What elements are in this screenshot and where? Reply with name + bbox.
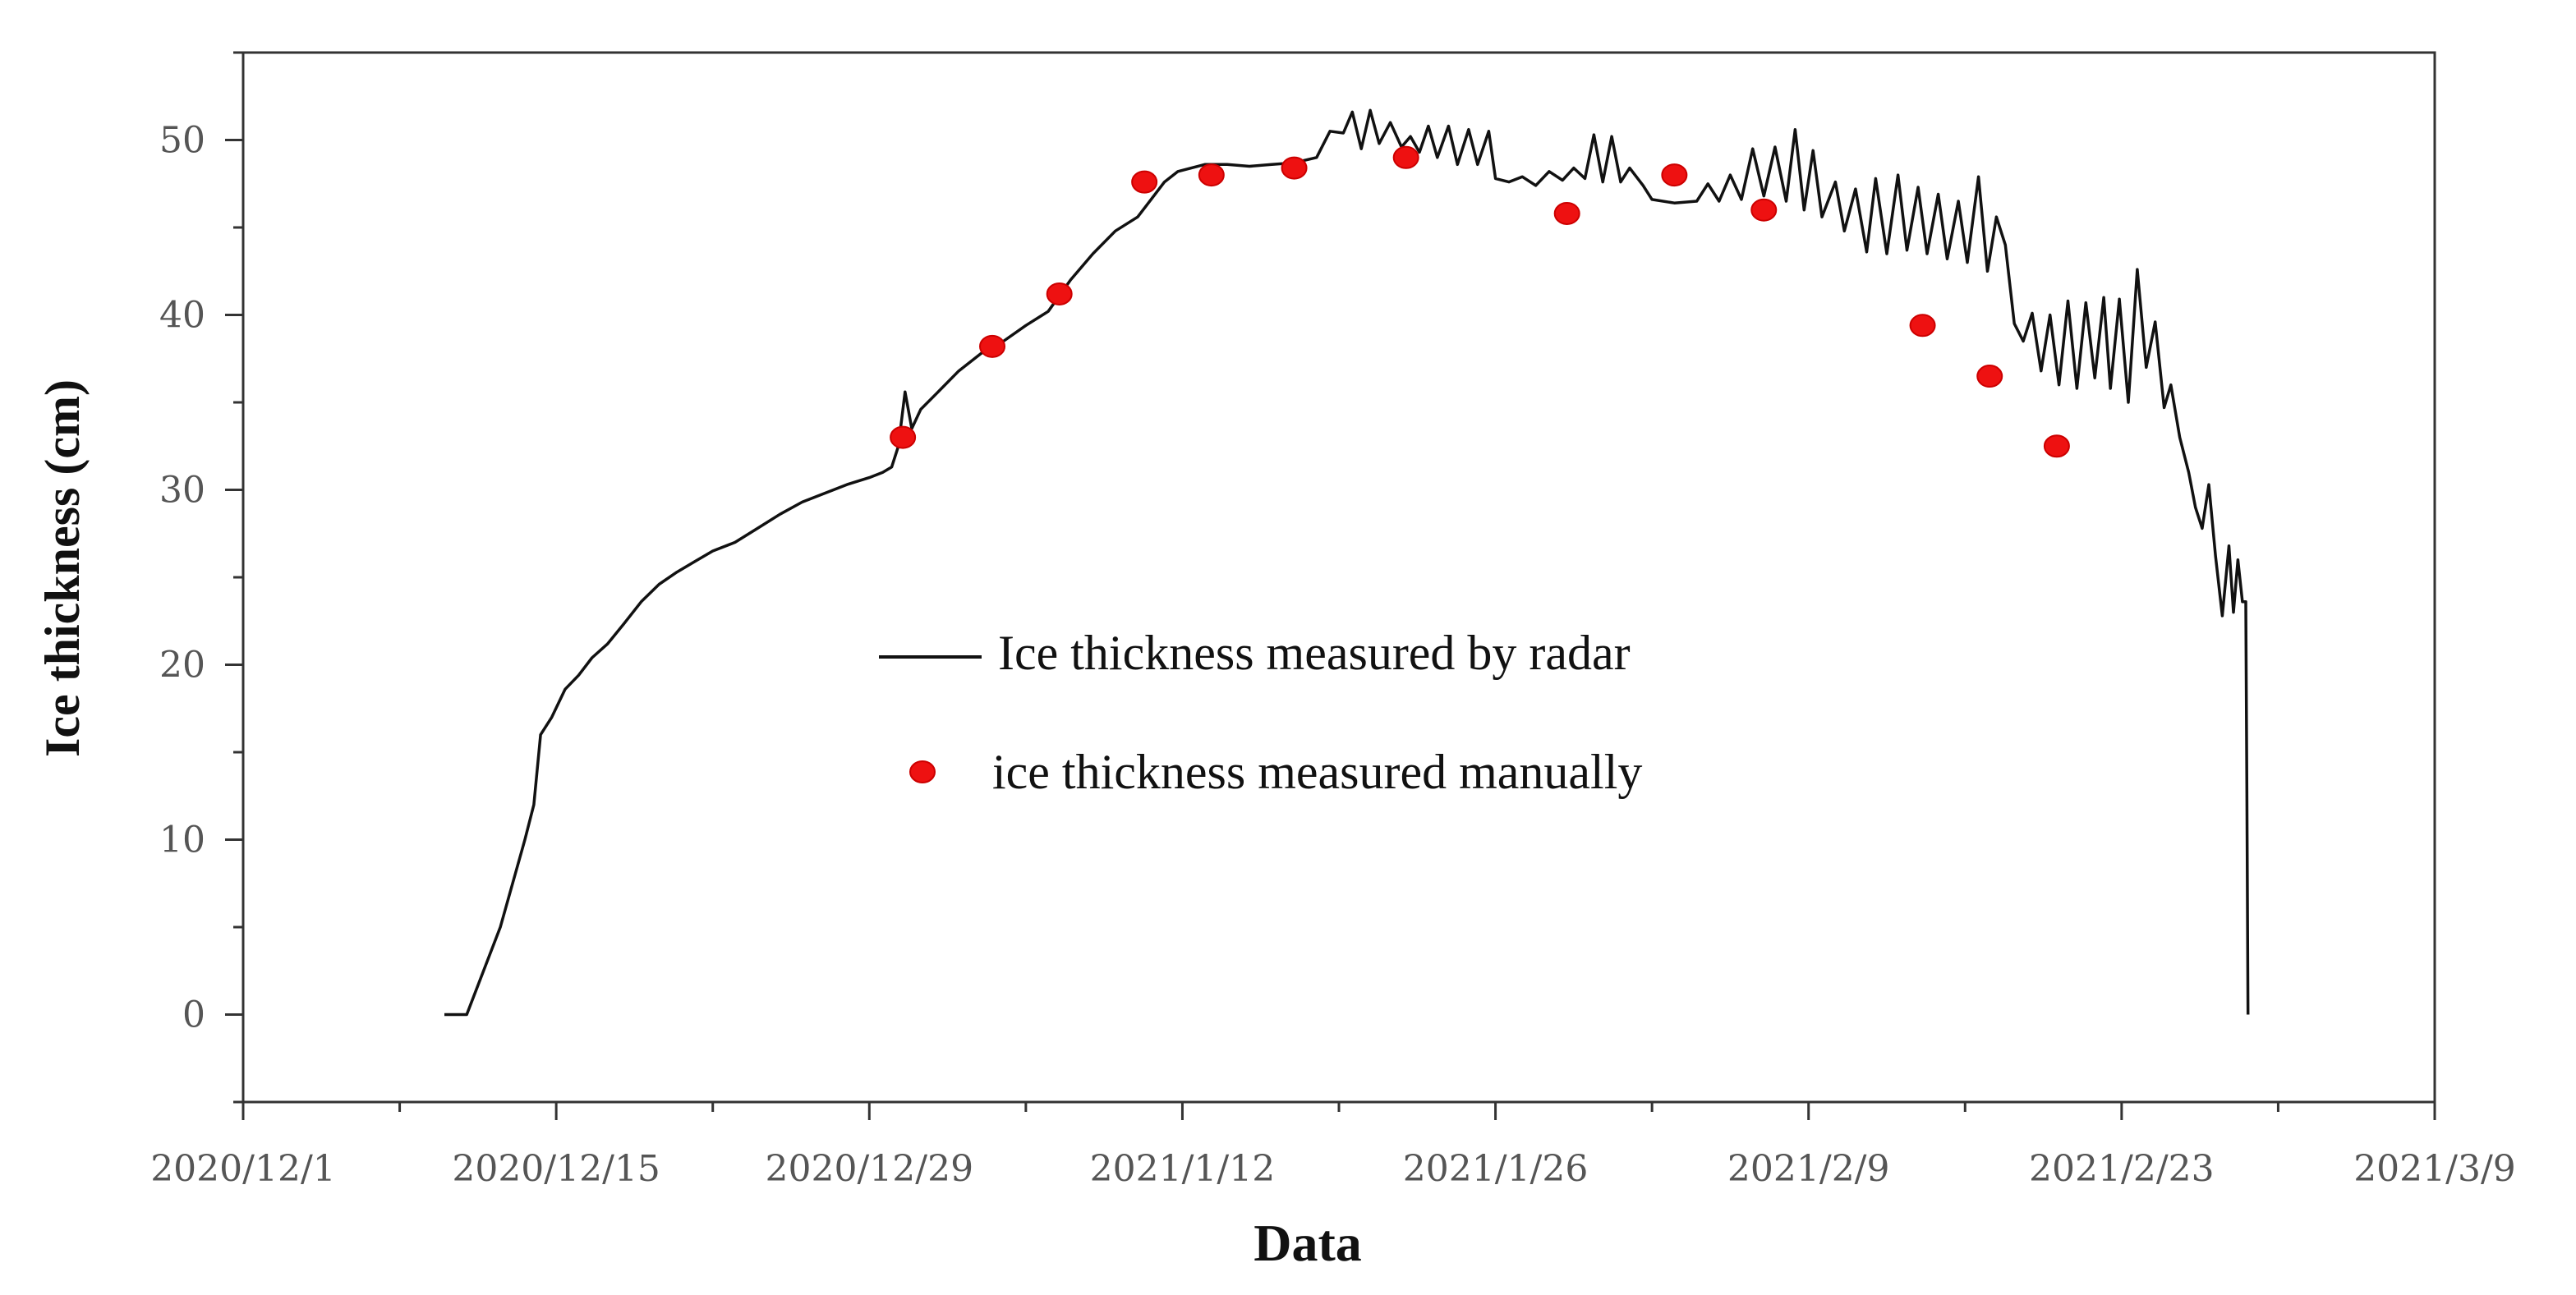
series-layer	[444, 108, 2250, 1017]
radar-series-line	[444, 108, 2250, 1017]
y-axis-title: Ice thickness (cm)	[35, 379, 90, 757]
manual-point	[890, 425, 917, 449]
manual-point	[1553, 201, 1580, 225]
manual-point	[1281, 156, 1308, 180]
x-tick-label: 2021/1/26	[1403, 1148, 1589, 1190]
legend-dot-swatch	[909, 760, 936, 783]
manual-point	[1392, 145, 1419, 169]
axis-ticks	[225, 51, 2436, 1120]
y-tick-label: 10	[159, 820, 205, 861]
manual-point	[1909, 314, 1936, 338]
x-tick-label: 2020/12/29	[765, 1148, 973, 1190]
y-tick-label: 50	[159, 120, 205, 162]
x-tick-label: 2021/2/23	[2029, 1148, 2215, 1190]
legend-label-radar: Ice thickness measured by radar	[998, 626, 1631, 680]
manual-point	[979, 334, 1006, 358]
manual-point	[1131, 170, 1158, 194]
x-tick-label: 2021/3/9	[2353, 1148, 2516, 1190]
y-tick-label: 40	[159, 295, 205, 337]
manual-point	[1661, 163, 1688, 187]
y-tick-label: 30	[159, 470, 205, 512]
x-axis-title: Data	[1254, 1214, 1362, 1272]
x-tick-label: 2021/1/12	[1090, 1148, 1276, 1190]
y-tick-label: 0	[182, 994, 205, 1036]
legend: Ice thickness measured by radar ice thic…	[879, 626, 1642, 799]
manual-point	[1198, 163, 1225, 187]
manual-point	[1750, 198, 1778, 222]
y-tick-labels: 0 10 20 30 40 50	[159, 120, 205, 1036]
y-tick-label: 20	[159, 645, 205, 687]
legend-label-manual: ice thickness measured manually	[992, 745, 1642, 799]
plot-frame	[242, 51, 2436, 1104]
x-tick-label: 2020/12/15	[452, 1148, 660, 1190]
manual-point	[1046, 282, 1073, 305]
x-tick-label: 2020/12/1	[150, 1148, 336, 1190]
manual-point	[1976, 365, 2003, 388]
manual-point	[2043, 434, 2070, 458]
x-tick-labels: 2020/12/1 2020/12/15 2020/12/29 2021/1/12 20…	[150, 1148, 2516, 1190]
x-tick-label: 2021/2/9	[1727, 1148, 1890, 1190]
